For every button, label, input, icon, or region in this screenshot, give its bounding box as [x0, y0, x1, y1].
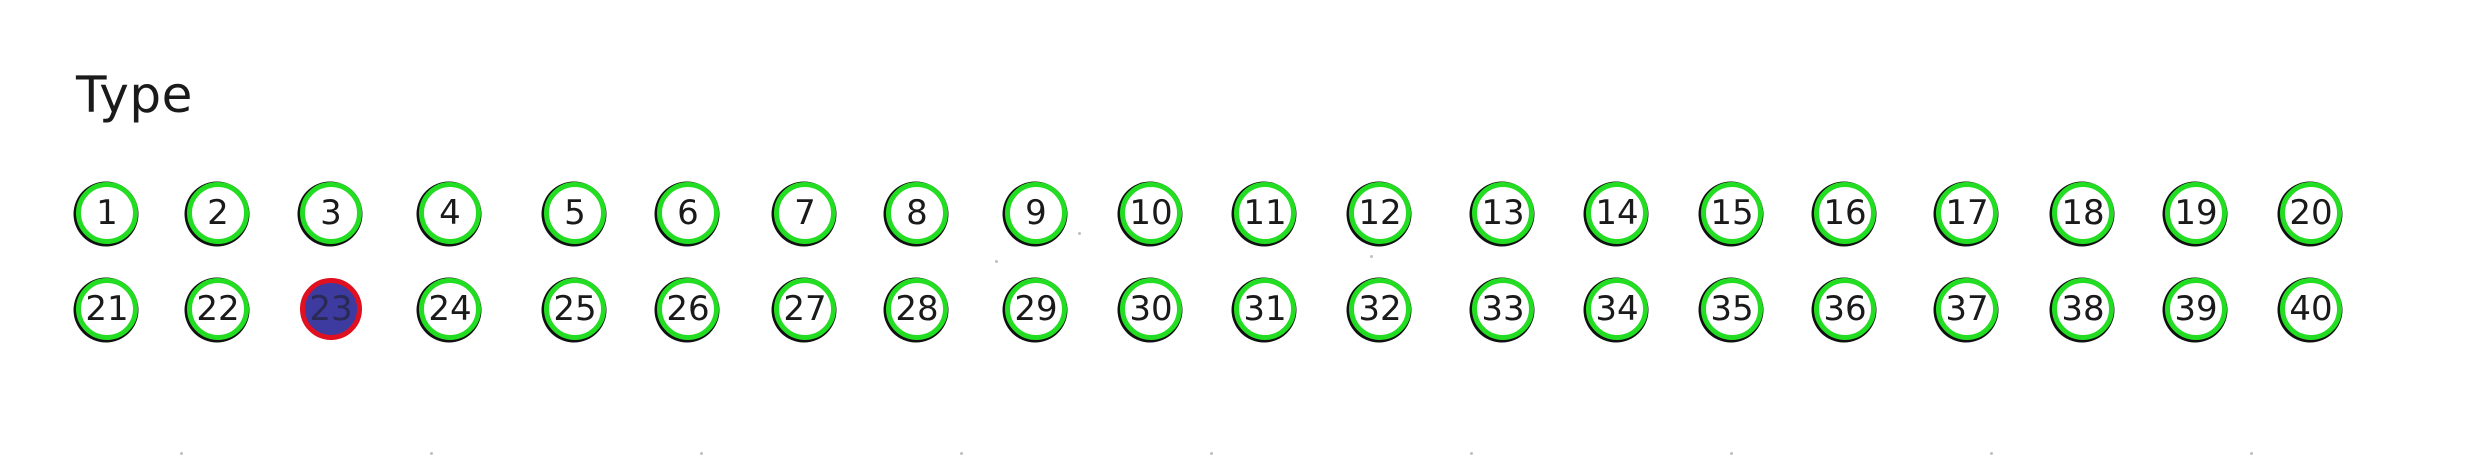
bubble-option-12[interactable]: 12 [1349, 182, 1411, 244]
scan-speck [700, 452, 703, 455]
bubble-option-19[interactable]: 19 [2165, 182, 2227, 244]
bubble-option-9[interactable]: 9 [1005, 182, 1067, 244]
bubble-option-8[interactable]: 8 [886, 182, 948, 244]
bubble-option-13[interactable]: 13 [1472, 182, 1534, 244]
bubble-option-25[interactable]: 25 [544, 278, 606, 340]
bubble-option-11[interactable]: 11 [1234, 182, 1296, 244]
bubble-option-34[interactable]: 34 [1586, 278, 1648, 340]
bubble-option-3[interactable]: 3 [300, 182, 362, 244]
bubble-option-18[interactable]: 18 [2052, 182, 2114, 244]
scan-speck [2250, 452, 2253, 455]
scan-speck [1210, 452, 1213, 455]
bubble-option-27[interactable]: 27 [774, 278, 836, 340]
scan-speck [1370, 255, 1373, 258]
bubble-option-6[interactable]: 6 [657, 182, 719, 244]
bubble-option-1[interactable]: 1 [76, 182, 138, 244]
bubble-option-14[interactable]: 14 [1586, 182, 1648, 244]
bubble-option-17[interactable]: 17 [1936, 182, 1998, 244]
bubble-option-38[interactable]: 38 [2052, 278, 2114, 340]
bubble-option-2[interactable]: 2 [187, 182, 249, 244]
bubble-option-16[interactable]: 16 [1814, 182, 1876, 244]
scan-speck [1990, 452, 1993, 455]
bubble-option-24[interactable]: 24 [419, 278, 481, 340]
bubble-option-10[interactable]: 10 [1120, 182, 1182, 244]
bubble-option-37[interactable]: 37 [1936, 278, 1998, 340]
bubble-option-32[interactable]: 32 [1349, 278, 1411, 340]
bubble-option-31[interactable]: 31 [1234, 278, 1296, 340]
section-title: Type [76, 66, 193, 124]
bubble-option-40[interactable]: 40 [2280, 278, 2342, 340]
bubble-option-36[interactable]: 36 [1814, 278, 1876, 340]
scan-speck [960, 452, 963, 455]
scan-speck [180, 452, 183, 455]
bubble-option-28[interactable]: 28 [886, 278, 948, 340]
bubble-option-4[interactable]: 4 [419, 182, 481, 244]
bubble-option-35[interactable]: 35 [1701, 278, 1763, 340]
bubble-option-29[interactable]: 29 [1005, 278, 1067, 340]
bubble-option-20[interactable]: 20 [2280, 182, 2342, 244]
bubble-option-22[interactable]: 22 [187, 278, 249, 340]
bubble-option-39[interactable]: 39 [2165, 278, 2227, 340]
scan-speck [1730, 452, 1733, 455]
bubble-option-23[interactable]: 23 [300, 278, 362, 340]
bubble-option-26[interactable]: 26 [657, 278, 719, 340]
bubble-option-21[interactable]: 21 [76, 278, 138, 340]
scan-speck [1078, 232, 1081, 235]
bubble-option-7[interactable]: 7 [774, 182, 836, 244]
bubble-option-33[interactable]: 33 [1472, 278, 1534, 340]
bubble-option-30[interactable]: 30 [1120, 278, 1182, 340]
scan-speck [430, 452, 433, 455]
scan-speck [995, 260, 998, 263]
bubble-option-15[interactable]: 15 [1701, 182, 1763, 244]
bubble-option-5[interactable]: 5 [544, 182, 606, 244]
scan-speck [1470, 452, 1473, 455]
